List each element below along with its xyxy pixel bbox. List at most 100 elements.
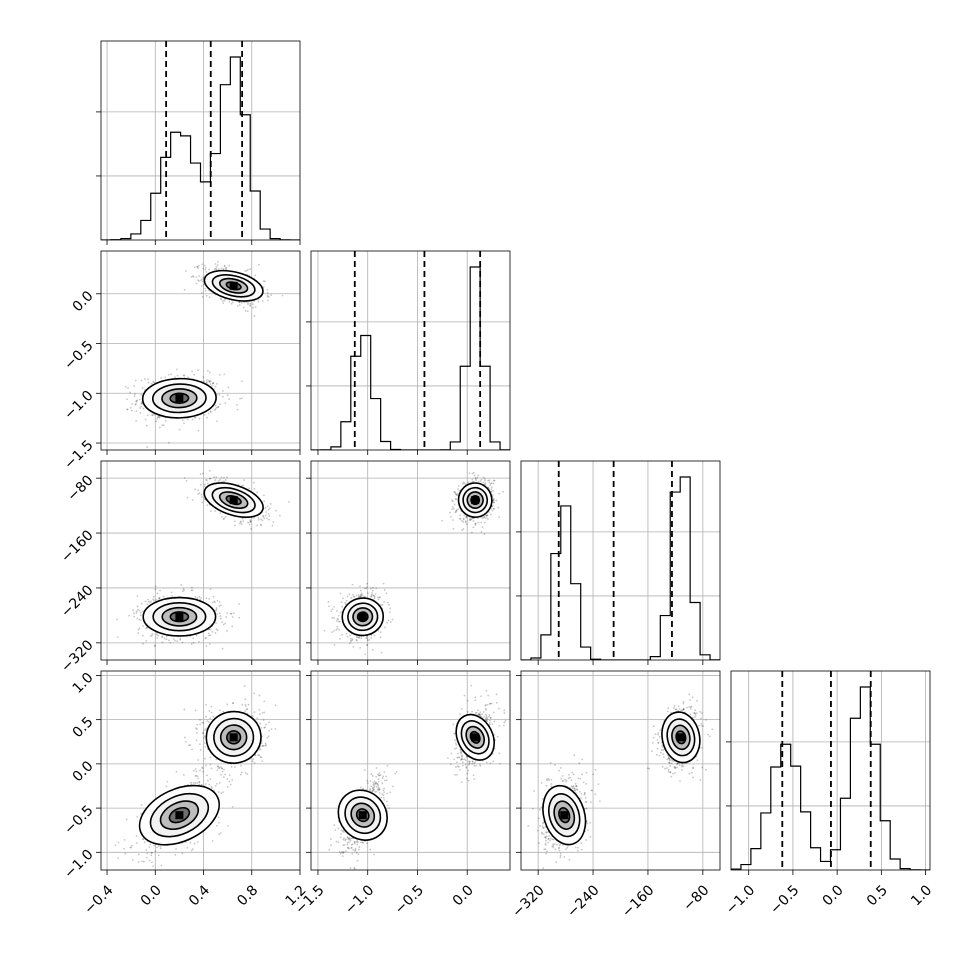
panel-frame xyxy=(310,250,511,451)
sample-point xyxy=(230,302,233,305)
sample-point xyxy=(139,407,141,409)
panel-3-0: −1.0−0.50.00.51.0−0.4 0.0 0.4 0.8 1.2 xyxy=(61,670,309,918)
scatter-cloud xyxy=(124,261,284,448)
sample-point xyxy=(126,408,129,411)
sample-point xyxy=(191,586,193,589)
sample-point xyxy=(352,595,355,598)
sample-point xyxy=(150,382,153,385)
sample-point xyxy=(453,490,456,493)
sample-point xyxy=(201,472,204,475)
sample-point xyxy=(469,519,472,521)
sample-point xyxy=(154,850,157,853)
sample-point xyxy=(465,516,467,519)
sample-point xyxy=(190,783,193,786)
sample-point xyxy=(212,595,215,598)
sample-point xyxy=(360,594,363,597)
sample-point xyxy=(486,514,489,517)
sample-point xyxy=(198,280,200,282)
sample-point xyxy=(241,380,243,383)
sample-point xyxy=(252,306,255,309)
sample-point xyxy=(358,595,360,598)
sample-point xyxy=(258,713,261,716)
sample-point xyxy=(218,767,220,770)
sample-point xyxy=(201,501,204,504)
sample-point xyxy=(160,864,163,867)
sample-point xyxy=(463,514,466,517)
sample-point xyxy=(215,406,218,409)
sample-point xyxy=(201,732,204,734)
sample-point xyxy=(200,285,203,287)
sample-point xyxy=(358,635,361,638)
sample-point xyxy=(370,587,372,590)
panel-1-0: −1.5−1.0−0.50.0 xyxy=(61,250,301,473)
sample-point xyxy=(224,773,226,776)
sample-point xyxy=(124,852,127,855)
sample-point xyxy=(483,483,486,486)
sample-point xyxy=(155,633,158,636)
sample-point xyxy=(353,595,356,598)
sample-point xyxy=(456,492,459,495)
sample-point xyxy=(145,849,148,851)
sample-point xyxy=(131,858,134,861)
sample-point xyxy=(382,582,385,585)
sample-point xyxy=(339,592,342,595)
sample-point xyxy=(211,787,213,790)
sample-point xyxy=(465,515,468,518)
sample-point xyxy=(359,593,362,596)
sample-point xyxy=(201,278,203,281)
sample-point xyxy=(214,479,217,482)
sample-point xyxy=(462,481,465,484)
sample-point xyxy=(465,523,468,525)
sample-point xyxy=(364,595,366,598)
sample-point xyxy=(462,517,465,520)
sample-point xyxy=(340,601,343,604)
sample-point xyxy=(133,615,136,618)
sample-point xyxy=(208,783,211,786)
sample-point xyxy=(451,508,453,511)
sample-point xyxy=(190,589,193,592)
sample-point xyxy=(484,483,487,486)
sample-point xyxy=(167,639,170,642)
sample-point xyxy=(226,703,229,706)
sample-point xyxy=(238,522,241,525)
sample-point xyxy=(226,629,228,632)
sample-point xyxy=(360,595,362,598)
sample-point xyxy=(220,267,223,270)
sample-point xyxy=(391,618,394,621)
sample-point xyxy=(474,524,477,526)
sample-point xyxy=(198,275,201,277)
sample-point xyxy=(460,519,463,522)
sample-point xyxy=(162,424,165,427)
sample-point xyxy=(217,406,219,408)
sample-point xyxy=(476,476,479,479)
sample-point xyxy=(150,852,153,854)
sample-point xyxy=(176,374,179,377)
sample-point xyxy=(209,588,212,591)
sample-point xyxy=(337,620,340,623)
sample-point xyxy=(149,843,152,846)
contour-line xyxy=(347,602,379,632)
sample-point xyxy=(132,609,134,611)
sample-point xyxy=(148,846,151,849)
sample-point xyxy=(151,861,153,864)
sample-point xyxy=(363,587,366,590)
sample-point xyxy=(216,782,218,785)
sample-point xyxy=(266,517,268,520)
sample-point xyxy=(359,594,362,597)
sample-point xyxy=(261,519,264,522)
sample-point xyxy=(135,400,138,403)
contour-line xyxy=(159,800,200,831)
sample-point xyxy=(253,487,256,490)
sample-point xyxy=(175,848,177,850)
sample-point xyxy=(379,596,382,599)
sample-point xyxy=(196,265,198,268)
sample-point xyxy=(366,582,368,585)
sample-point xyxy=(142,642,145,645)
sample-point xyxy=(269,503,272,505)
sample-point xyxy=(257,263,260,266)
sample-point xyxy=(248,523,251,526)
density-peak xyxy=(471,496,480,505)
sample-point xyxy=(152,598,155,601)
sample-point xyxy=(268,507,271,510)
sample-point xyxy=(376,596,379,599)
